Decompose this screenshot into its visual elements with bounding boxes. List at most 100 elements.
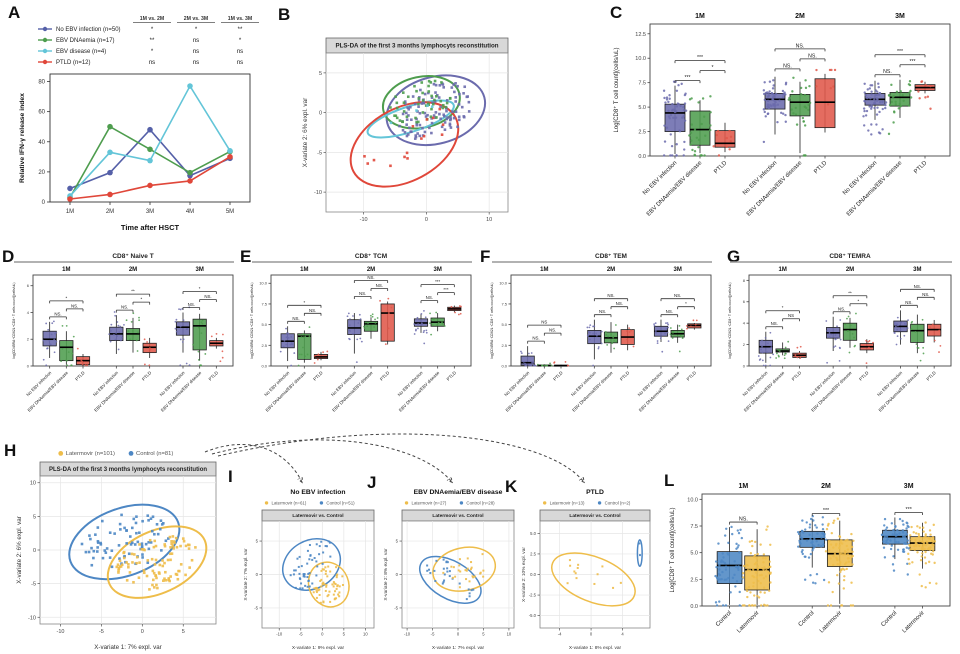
svg-text:2.5: 2.5 [530, 551, 536, 556]
svg-text:CD8⁺ TCM: CD8⁺ TCM [355, 253, 387, 260]
svg-text:No EBV infection (n=50): No EBV infection (n=50) [56, 27, 121, 33]
svg-text:ns: ns [237, 60, 243, 66]
svg-text:PLS-DA of the first 3 months l: PLS-DA of the first 3 months lymphocyts … [335, 43, 498, 50]
svg-text:0: 0 [33, 548, 36, 554]
svg-text:5M: 5M [226, 209, 234, 215]
svg-text:Control (n=81): Control (n=81) [136, 451, 173, 457]
svg-text:PTLD: PTLD [379, 370, 390, 381]
svg-text:PTLD: PTLD [74, 370, 85, 381]
svg-text:80: 80 [38, 80, 45, 86]
svg-text:2M: 2M [607, 267, 615, 273]
svg-text:NS.: NS. [666, 309, 673, 314]
panel-label-h: H [4, 441, 17, 460]
plsda-scatter-treatment: Latermovir (n=101) Control (n=81) PLS-DA o… [16, 451, 217, 651]
svg-text:NS.: NS. [808, 53, 817, 59]
svg-text:Latermovir: Latermovir [736, 610, 760, 634]
svg-text:3M: 3M [146, 209, 154, 215]
svg-text:Log[CD8⁺ T cell count](cells/u: Log[CD8⁺ T cell count](cells/uL) [669, 508, 676, 593]
svg-text:2M: 2M [795, 13, 805, 20]
svg-text:X-variate 2: 7% expl. var: X-variate 2: 7% expl. var [243, 548, 249, 601]
plsda-scatter-ebv: PLS-DA of the first 3 months lymphocyts … [302, 37, 509, 223]
svg-text:NS.: NS. [188, 302, 195, 307]
svg-text:NS.: NS. [796, 43, 805, 49]
svg-text:*: * [685, 301, 687, 306]
svg-text:Latermovir: Latermovir [902, 610, 926, 634]
svg-text:2.5: 2.5 [638, 130, 646, 136]
svg-text:**: ** [238, 27, 243, 33]
svg-text:EBV DNAemia/EBV disease: EBV DNAemia/EBV disease [846, 160, 904, 218]
svg-text:5: 5 [343, 632, 346, 637]
svg-text:Latermovir vs. Control: Latermovir vs. Control [432, 513, 483, 519]
svg-text:Log[CD8⁺ T cell count](cells/u: Log[CD8⁺ T cell count](cells/uL) [613, 48, 620, 133]
svg-text:-5: -5 [99, 629, 104, 635]
svg-text:Control (n=51): Control (n=51) [326, 501, 355, 506]
svg-text:PLS-DA of the first 3 months l: PLS-DA of the first 3 months lymphocyts … [49, 467, 207, 473]
svg-text:0: 0 [42, 200, 46, 206]
svg-text:X-variate 2: 6% expl. var: X-variate 2: 6% expl. var [16, 516, 23, 583]
svg-text:0.0: 0.0 [261, 363, 267, 368]
svg-text:ns: ns [193, 60, 199, 66]
svg-text:***: *** [906, 507, 913, 513]
plsda-scatter-no-ebv: No EBV infection Latermovir (n=61) Control… [243, 489, 375, 651]
svg-text:0.0: 0.0 [638, 154, 646, 160]
svg-text:10: 10 [486, 217, 492, 223]
svg-text:NS.: NS. [367, 275, 374, 280]
svg-text:1M vs. 2M: 1M vs. 2M [140, 16, 165, 22]
svg-text:*: * [151, 27, 154, 33]
svg-text:***: *** [909, 59, 915, 65]
svg-text:NS.: NS. [739, 517, 748, 523]
svg-text:PTLD: PTLD [913, 160, 929, 176]
svg-text:8: 8 [743, 278, 746, 283]
panel-label-j: J [367, 473, 377, 492]
svg-text:PTLD: PTLD [312, 370, 323, 381]
svg-text:7.5: 7.5 [501, 301, 507, 306]
panel-label-c: C [610, 3, 623, 22]
svg-text:NS.: NS. [532, 336, 539, 341]
svg-text:Latermovir (n=101): Latermovir (n=101) [66, 451, 115, 457]
svg-text:X-variate 1: 8% expl. var: X-variate 1: 8% expl. var [569, 645, 622, 651]
svg-text:7.5: 7.5 [690, 524, 698, 530]
svg-text:Latermovir (n=27): Latermovir (n=27) [412, 501, 447, 506]
panel-h-plsda-treatment: Latermovir (n=101) Control (n=81) PLS-DA o… [10, 446, 222, 652]
svg-text:4M: 4M [186, 209, 194, 215]
svg-text:PTLD: PTLD [208, 370, 219, 381]
svg-text:2M: 2M [846, 267, 854, 273]
svg-text:PTLD: PTLD [619, 370, 630, 381]
svg-text:NS: NS [788, 313, 794, 318]
svg-text:10.0: 10.0 [635, 56, 646, 62]
svg-text:3M: 3M [904, 483, 914, 490]
svg-text:1M: 1M [66, 209, 74, 215]
svg-text:NS.: NS. [838, 306, 845, 311]
panel-label-b: B [278, 5, 291, 24]
svg-text:12.5: 12.5 [635, 32, 646, 38]
boxplot-cd8-temra: CD8⁺ TEMRA 0 2 4 6 8 log[CD45RA⁺CD62L⁻CD8⁺ T c… [728, 253, 952, 413]
svg-text:*: * [858, 298, 860, 303]
svg-text:Control: Control [880, 610, 898, 628]
panel-label-f: F [480, 247, 491, 266]
svg-text:0: 0 [457, 632, 460, 637]
svg-text:-5: -5 [31, 582, 36, 588]
svg-text:5: 5 [396, 539, 399, 544]
svg-text:NS.: NS. [905, 300, 912, 305]
panel-k-plsda-ptld: PTLD Latermovir (n=13) Control (n=2) Laterm… [518, 486, 654, 652]
svg-text:2: 2 [27, 337, 30, 342]
svg-text:-5: -5 [299, 632, 303, 637]
svg-text:7.5: 7.5 [638, 81, 646, 87]
svg-text:-5: -5 [394, 605, 398, 610]
svg-text:PTLD: PTLD [925, 370, 936, 381]
svg-text:NS: NS [541, 320, 547, 325]
svg-text:5.0: 5.0 [501, 322, 507, 327]
svg-text:**: ** [150, 38, 155, 44]
svg-text:1M: 1M [540, 267, 548, 273]
panel-e-tcm-boxplot: CD8⁺ TCM 0.0 2.5 5.0 7.5 10.0 log[CD45RA⁻CD62L… [246, 250, 476, 428]
svg-text:NS.: NS. [426, 295, 433, 300]
svg-text:PTLD: PTLD [446, 370, 457, 381]
svg-text:-5: -5 [317, 150, 322, 156]
svg-text:4: 4 [27, 310, 30, 315]
svg-text:PTLD: PTLD [686, 370, 697, 381]
svg-text:log[CD45RA⁻CD62L⁺CD8⁺ T cells: log[CD45RA⁻CD62L⁺CD8⁺ T cells count](cel… [250, 282, 254, 358]
svg-text:**: ** [848, 290, 852, 295]
svg-text:*: * [151, 49, 154, 55]
svg-text:5: 5 [256, 539, 259, 544]
